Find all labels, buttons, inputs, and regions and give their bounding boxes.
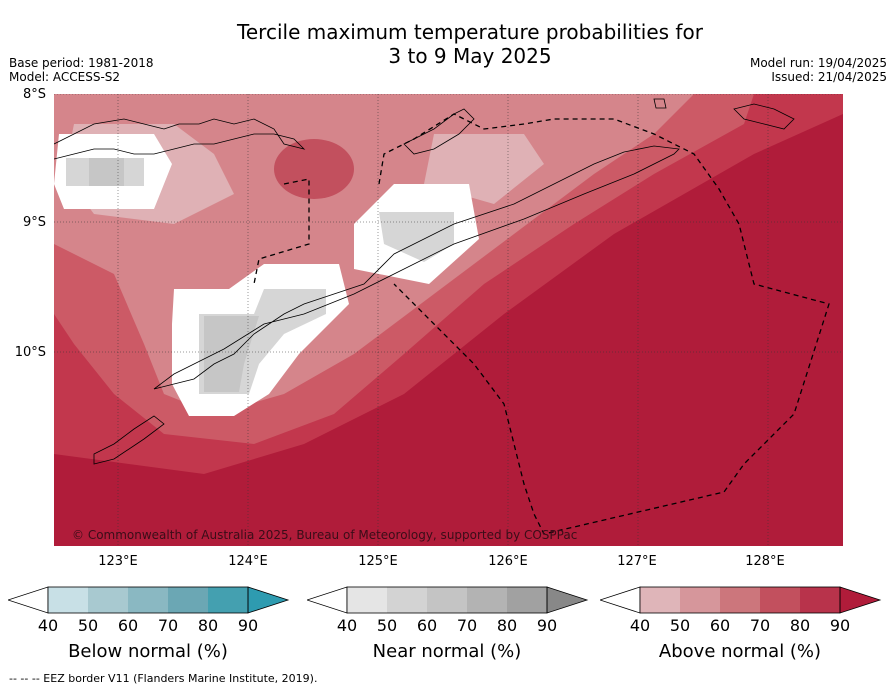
eez-footnote: -- -- -- EEZ border V11 (Flanders Marine… <box>9 672 318 685</box>
cbar-near-60 <box>387 587 427 613</box>
above-tick-90: 90 <box>829 616 851 635</box>
above-tick-60: 60 <box>709 616 731 635</box>
copyright-notice: © Commonwealth of Australia 2025, Bureau… <box>72 528 578 542</box>
lon-label-127e: 127°E <box>617 554 657 569</box>
coastline-wetar <box>403 108 475 155</box>
title-line-1: Tercile maximum temperature probabilitie… <box>237 20 703 44</box>
near-60-patch-west <box>89 158 124 186</box>
colorbar-above <box>598 586 882 614</box>
below-tick-70: 70 <box>157 616 179 635</box>
cbar-above-90 <box>800 587 840 613</box>
model-run: Model run: 19/04/2025 <box>749 56 887 70</box>
cbar-below-high <box>247 586 290 614</box>
above-50-region <box>64 124 544 224</box>
base-period: Base period: 1981-2018 <box>9 56 154 70</box>
coastline-islands-east <box>733 103 795 130</box>
below-tick-50: 50 <box>77 616 99 635</box>
cbar-below-low <box>6 586 49 614</box>
near-60-patch-centre <box>204 316 259 392</box>
coastline-timor <box>153 145 680 390</box>
lon-label-128e: 128°E <box>745 554 785 569</box>
above-tick-50: 50 <box>669 616 691 635</box>
coastline-rote <box>93 415 165 465</box>
cbar-near-80 <box>467 587 507 613</box>
map-title: Tercile maximum temperature probabilitie… <box>0 20 896 68</box>
near-tick-60: 60 <box>416 616 438 635</box>
coastline-atauro <box>653 98 667 109</box>
title-line-2: 3 to 9 May 2025 <box>388 44 552 68</box>
lat-label-10s: 10°S <box>14 345 46 360</box>
below-normal-title: Below normal (%) <box>68 641 228 662</box>
lat-label-9s: 9°S <box>22 215 46 230</box>
issued-date: Issued: 21/04/2025 <box>771 70 887 84</box>
above-tick-80: 80 <box>789 616 811 635</box>
near-tick-70: 70 <box>456 616 478 635</box>
cbar-above-high <box>839 586 882 614</box>
coastline-flores <box>54 118 306 160</box>
below-tick-80: 80 <box>197 616 219 635</box>
colorbar-below <box>6 586 290 614</box>
model-name: Model: ACCESS-S2 <box>9 70 121 84</box>
run-info: Model run: 19/04/2025 Issued: 21/04/2025 <box>750 56 887 84</box>
cbar-above-70 <box>720 587 760 613</box>
coastlines <box>54 98 795 465</box>
cbar-above-low <box>598 586 641 614</box>
above-tick-40: 40 <box>629 616 651 635</box>
map-canvas <box>54 94 843 546</box>
cbar-above-60 <box>680 587 720 613</box>
cbar-near-50 <box>347 587 387 613</box>
near-tick-50: 50 <box>376 616 398 635</box>
cbar-near-low <box>305 586 348 614</box>
gridlines <box>54 94 843 546</box>
near-50-patch-north <box>379 212 454 262</box>
legend-near-normal <box>305 586 589 620</box>
near-tick-40: 40 <box>336 616 358 635</box>
colorbar-near <box>305 586 589 614</box>
legend-above-normal <box>598 586 882 620</box>
near-tick-80: 80 <box>496 616 518 635</box>
cbar-below-60 <box>88 587 128 613</box>
cbar-near-70 <box>427 587 467 613</box>
near-normal-title: Near normal (%) <box>372 641 522 662</box>
below-tick-60: 60 <box>117 616 139 635</box>
lon-label-124e: 124°E <box>228 554 268 569</box>
cbar-below-50 <box>48 587 88 613</box>
cbar-below-70 <box>128 587 168 613</box>
below-tick-90: 90 <box>237 616 259 635</box>
lon-label-125e: 125°E <box>358 554 398 569</box>
legend-below-normal <box>6 586 290 620</box>
cbar-above-50 <box>640 587 680 613</box>
above-normal-title: Above normal (%) <box>658 641 822 662</box>
probability-map: © Commonwealth of Australia 2025, Bureau… <box>54 94 843 546</box>
lat-label-8s: 8°S <box>22 87 46 102</box>
below-tick-40: 40 <box>37 616 59 635</box>
model-info: Base period: 1981-2018 Model: ACCESS-S2 <box>9 56 154 84</box>
cbar-below-80 <box>168 587 208 613</box>
cbar-below-90 <box>208 587 248 613</box>
lon-label-123e: 123°E <box>98 554 138 569</box>
above-tick-70: 70 <box>749 616 771 635</box>
cbar-near-high <box>546 586 589 614</box>
eez-border <box>253 113 830 535</box>
lon-label-126e: 126°E <box>488 554 528 569</box>
near-tick-90: 90 <box>536 616 558 635</box>
cbar-above-80 <box>760 587 800 613</box>
above-70-patch <box>274 139 354 199</box>
cbar-near-90 <box>507 587 547 613</box>
